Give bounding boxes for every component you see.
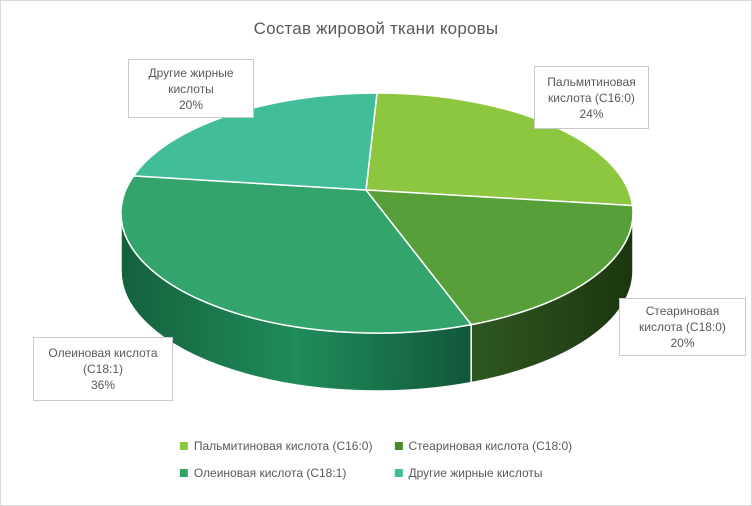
data-label-line: кислоты — [168, 81, 214, 96]
data-label-line: Пальмитиновая — [547, 74, 636, 89]
data-label-line: Олеиновая кислота — [48, 346, 158, 360]
pie-slice-stearic — [365, 189, 634, 326]
legend: Пальмитиновая кислота (С16:0) Стеаринова… — [179, 439, 572, 480]
legend-label: Другие жирные кислоты — [408, 466, 543, 480]
pie-3d-chart — [120, 92, 634, 392]
legend-label: Пальмитиновая кислота (С16:0) — [193, 439, 373, 453]
legend-item-other: Другие жирные кислоты — [394, 466, 572, 480]
data-label-oleic: Олеиновая кислота (С18:1) 36% — [33, 337, 173, 401]
legend-item-stearic: Стеариновая кислота (С18:0) — [394, 439, 572, 453]
legend-swatch-icon — [394, 469, 403, 477]
legend-label: Стеариновая кислота (С18:0) — [408, 439, 573, 453]
legend-item-oleic: Олеиновая кислота (С18:1) — [179, 466, 373, 480]
data-label-stearic: Стеариновая кислота (С18:0) 20% — [619, 298, 746, 356]
data-label-value: 20% — [670, 336, 695, 350]
data-label-line: кислота (С16:0) — [548, 90, 635, 105]
data-label-value: 36% — [90, 378, 116, 392]
legend-swatch-icon — [179, 442, 188, 450]
data-label-line: кислота (С18:0) — [639, 320, 726, 334]
legend-item-palmitic: Пальмитиновая кислота (С16:0) — [179, 439, 373, 453]
data-label-line: Стеариновая — [645, 304, 720, 318]
data-label-line: (С18:1) — [82, 362, 123, 376]
legend-swatch-icon — [179, 469, 188, 477]
chart-title: Состав жировой ткани коровы — [253, 19, 499, 38]
data-label-value: 24% — [579, 106, 604, 121]
legend-label: Олеиновая кислота (С18:1) — [193, 466, 347, 480]
data-label-other: Другие жирные кислоты 20% — [128, 59, 254, 118]
legend-swatch-icon — [394, 442, 403, 450]
data-label-line: Другие жирные — [148, 65, 234, 80]
pie-slice-oleic — [120, 175, 472, 334]
data-label-value: 20% — [178, 97, 204, 112]
data-label-palmitic: Пальмитиновая кислота (С16:0) 24% — [534, 66, 649, 129]
